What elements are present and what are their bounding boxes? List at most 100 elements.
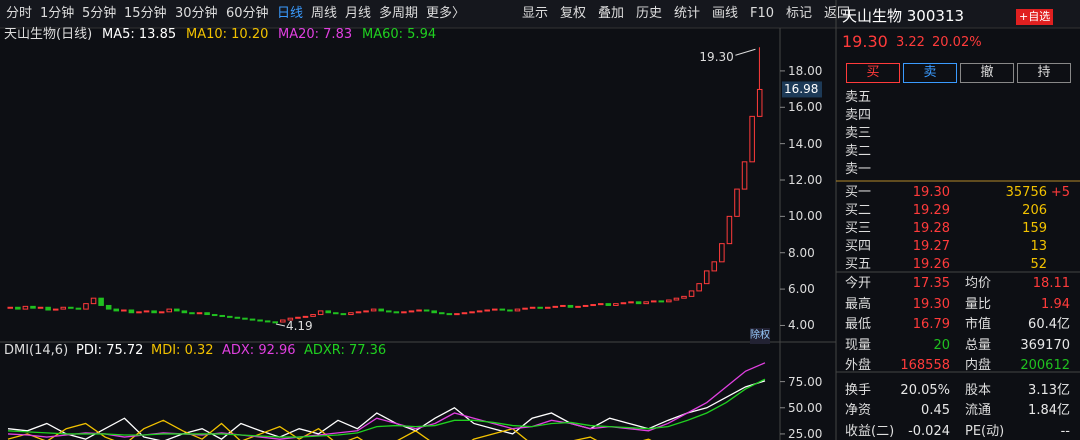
candle	[242, 317, 248, 320]
candle	[719, 243, 725, 263]
candle	[438, 312, 445, 315]
candle	[711, 261, 718, 272]
ask-label: 卖一	[845, 162, 872, 177]
stat-cell: 净资	[845, 403, 872, 418]
y-tick-label: 75.00	[788, 374, 823, 389]
candle	[128, 309, 135, 314]
stat-cell: 股本	[965, 382, 992, 398]
candle	[643, 301, 649, 305]
stat-cell: 20	[933, 337, 950, 353]
period-tab[interactable]: 分时	[6, 6, 33, 21]
period-tab[interactable]: 1分钟	[40, 6, 75, 21]
period-tab[interactable]: 月线	[345, 6, 372, 21]
tool-button[interactable]: 返回	[824, 6, 851, 21]
trade-button[interactable]: 买	[846, 63, 900, 83]
y-tick-label: 14.00	[788, 136, 823, 151]
candle	[121, 309, 127, 312]
y-tick-label: 16.00	[788, 100, 823, 115]
candle	[363, 310, 369, 313]
candle	[756, 88, 763, 117]
stat-cell: 200612	[1020, 358, 1070, 373]
candle	[181, 310, 188, 314]
stat-cell: 1.84亿	[1028, 403, 1070, 418]
bid-cell: 买二	[845, 203, 872, 218]
candle	[22, 305, 29, 310]
candle	[469, 311, 475, 314]
candle	[393, 311, 400, 314]
low-annotation: 4.19	[285, 319, 313, 333]
toolbar-bg	[0, 0, 1080, 28]
candle	[310, 314, 316, 317]
candle	[234, 316, 241, 319]
bid-cell: 买三	[845, 221, 872, 236]
candle	[446, 313, 453, 316]
candle	[302, 315, 309, 318]
candle	[416, 309, 422, 312]
bid-cell: 买五	[845, 257, 872, 272]
candle	[348, 312, 354, 316]
period-tab[interactable]: 30分钟	[175, 6, 218, 21]
bid-cell: 52	[1030, 257, 1047, 272]
stat-cell: 19.30	[912, 296, 950, 312]
candle	[499, 308, 506, 311]
bid-cell: 19.30	[912, 185, 950, 200]
candle	[431, 310, 437, 314]
candle	[522, 307, 528, 310]
candle	[476, 310, 483, 313]
period-tab[interactable]: 60分钟	[226, 6, 269, 21]
ask-label: 卖四	[845, 108, 872, 123]
candle	[75, 307, 82, 310]
candle	[378, 308, 384, 312]
bid-cell: 买一	[845, 185, 872, 200]
trade-button[interactable]: 卖	[903, 63, 957, 83]
candle	[174, 308, 180, 312]
period-tab[interactable]: 15分钟	[124, 6, 167, 21]
tool-button[interactable]: 显示	[522, 6, 549, 21]
candle	[703, 270, 710, 285]
candle	[45, 306, 51, 311]
period-tab[interactable]: 日线	[277, 6, 304, 21]
candle	[355, 311, 362, 314]
ex-right-marker: 除权	[750, 328, 770, 344]
bid-cell: 13	[1030, 239, 1047, 254]
bid-cell: 19.27	[912, 239, 950, 254]
candle	[696, 283, 702, 292]
candle	[219, 314, 226, 317]
candle	[272, 321, 278, 324]
bid-cell: 19.26	[912, 257, 950, 272]
candle	[211, 314, 218, 317]
stat-cell: 收益(二)	[845, 423, 895, 439]
trade-button[interactable]: 持	[1017, 63, 1071, 83]
tool-button[interactable]: 标记	[786, 6, 813, 21]
candle	[287, 317, 294, 321]
tool-button[interactable]: 叠加	[598, 6, 625, 21]
candle	[340, 313, 347, 316]
candle	[726, 215, 733, 245]
dmi-line	[7, 380, 766, 440]
candle	[280, 319, 286, 323]
period-tab[interactable]: 5分钟	[82, 6, 117, 21]
watch-button[interactable]: +自选	[1016, 9, 1054, 25]
tool-button[interactable]: F10	[750, 6, 775, 21]
stat-cell: 3.13亿	[1028, 382, 1070, 398]
tool-button[interactable]: 画线	[712, 6, 739, 21]
candle	[151, 310, 157, 314]
tool-button[interactable]: 复权	[560, 6, 587, 21]
legend-item: ADX: 92.96	[222, 343, 296, 358]
period-tab[interactable]: 更多〉	[426, 6, 466, 21]
candle	[507, 309, 513, 312]
tool-button[interactable]: 统计	[674, 6, 701, 21]
candle	[317, 310, 324, 316]
candle	[113, 308, 120, 312]
period-tab[interactable]: 周线	[311, 6, 338, 21]
period-tab[interactable]: 多周期	[379, 6, 419, 21]
stock-name: 天山生物 300313	[842, 7, 965, 25]
stat-cell: 量比	[965, 296, 992, 312]
candle	[529, 306, 536, 309]
candle	[666, 299, 672, 303]
trade-button[interactable]: 撤	[960, 63, 1014, 83]
tool-button[interactable]: 历史	[636, 6, 663, 21]
candle	[249, 318, 256, 321]
candle	[401, 311, 407, 314]
